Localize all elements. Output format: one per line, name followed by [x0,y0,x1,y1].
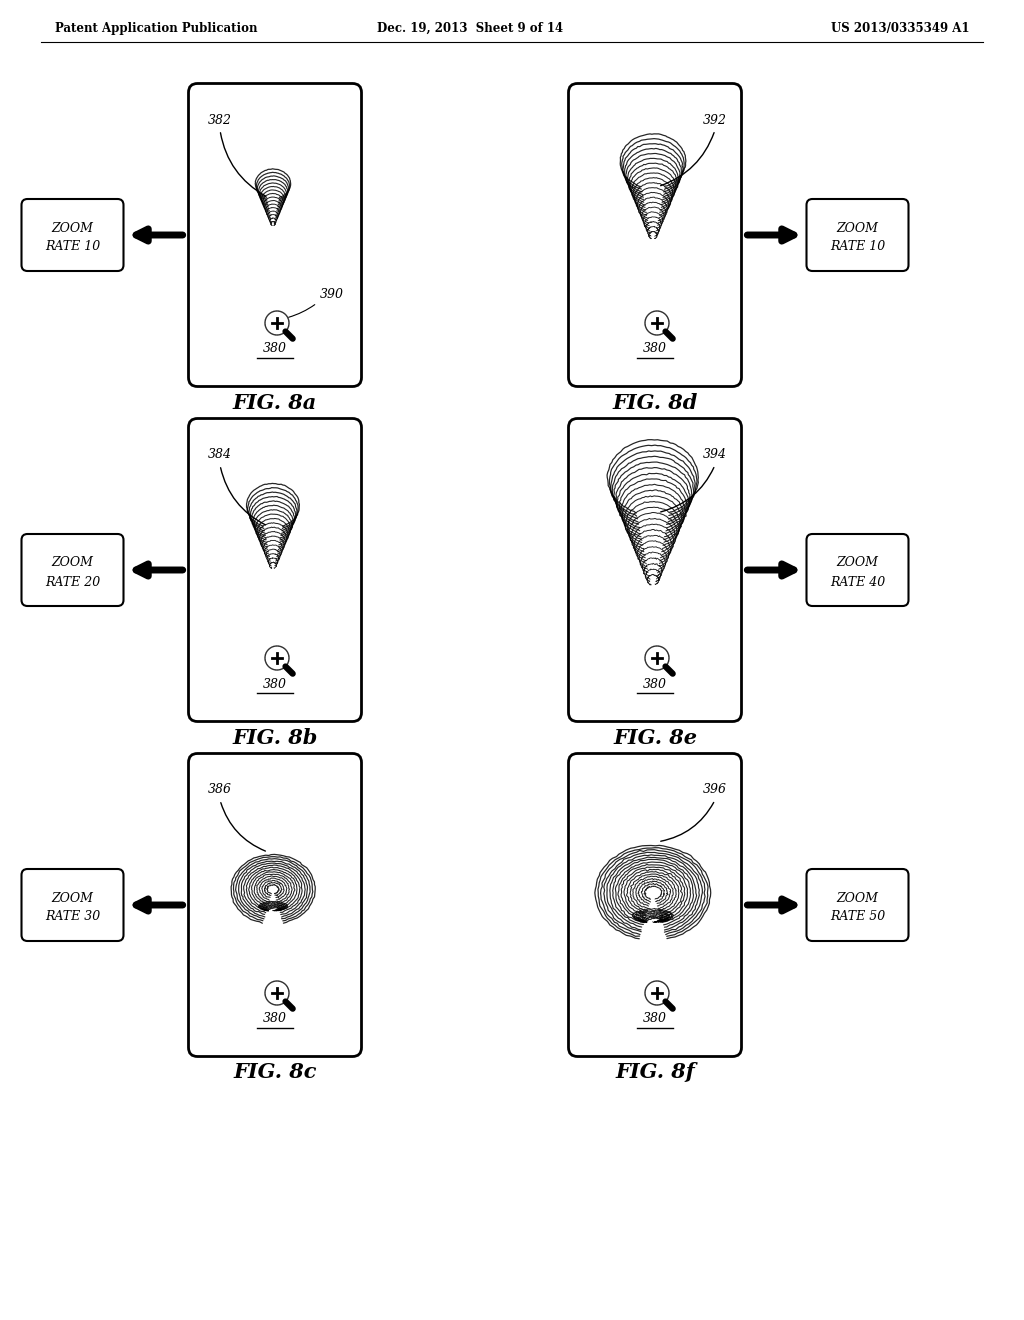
Text: 390: 390 [319,289,344,301]
Text: 380: 380 [643,677,667,690]
Text: FIG. 8f: FIG. 8f [615,1063,695,1082]
FancyBboxPatch shape [188,83,361,387]
Text: RATE 10: RATE 10 [829,240,885,253]
Text: ZOOM: ZOOM [51,222,93,235]
FancyBboxPatch shape [22,535,124,606]
FancyBboxPatch shape [807,535,908,606]
Text: ZOOM: ZOOM [837,891,879,904]
Text: 380: 380 [643,342,667,355]
Text: ZOOM: ZOOM [837,222,879,235]
Text: 380: 380 [263,677,287,690]
FancyBboxPatch shape [807,869,908,941]
Text: ZOOM: ZOOM [51,891,93,904]
Text: 394: 394 [703,449,727,462]
Text: FIG. 8b: FIG. 8b [232,727,317,747]
Text: FIG. 8a: FIG. 8a [232,392,317,413]
FancyBboxPatch shape [568,418,741,722]
Text: US 2013/0335349 A1: US 2013/0335349 A1 [831,22,970,36]
Text: Patent Application Publication: Patent Application Publication [55,22,257,36]
Text: RATE 40: RATE 40 [829,576,885,589]
Text: 384: 384 [208,449,232,462]
Text: 396: 396 [703,784,727,796]
Text: 380: 380 [643,1012,667,1026]
FancyBboxPatch shape [568,83,741,387]
FancyBboxPatch shape [568,754,741,1056]
Text: 392: 392 [703,114,727,127]
Text: 382: 382 [208,114,232,127]
Text: RATE 20: RATE 20 [45,576,100,589]
Text: FIG. 8d: FIG. 8d [612,392,697,413]
Text: Dec. 19, 2013  Sheet 9 of 14: Dec. 19, 2013 Sheet 9 of 14 [377,22,563,36]
Text: RATE 50: RATE 50 [829,911,885,924]
Text: ZOOM: ZOOM [837,557,879,569]
Text: 380: 380 [263,1012,287,1026]
Text: ZOOM: ZOOM [51,557,93,569]
Text: FIG. 8e: FIG. 8e [613,727,697,747]
FancyBboxPatch shape [22,869,124,941]
Text: RATE 30: RATE 30 [45,911,100,924]
FancyBboxPatch shape [807,199,908,271]
FancyBboxPatch shape [188,754,361,1056]
Text: FIG. 8c: FIG. 8c [233,1063,316,1082]
Text: 380: 380 [263,342,287,355]
FancyBboxPatch shape [188,418,361,722]
Text: 386: 386 [208,784,232,796]
Text: RATE 10: RATE 10 [45,240,100,253]
FancyBboxPatch shape [22,199,124,271]
